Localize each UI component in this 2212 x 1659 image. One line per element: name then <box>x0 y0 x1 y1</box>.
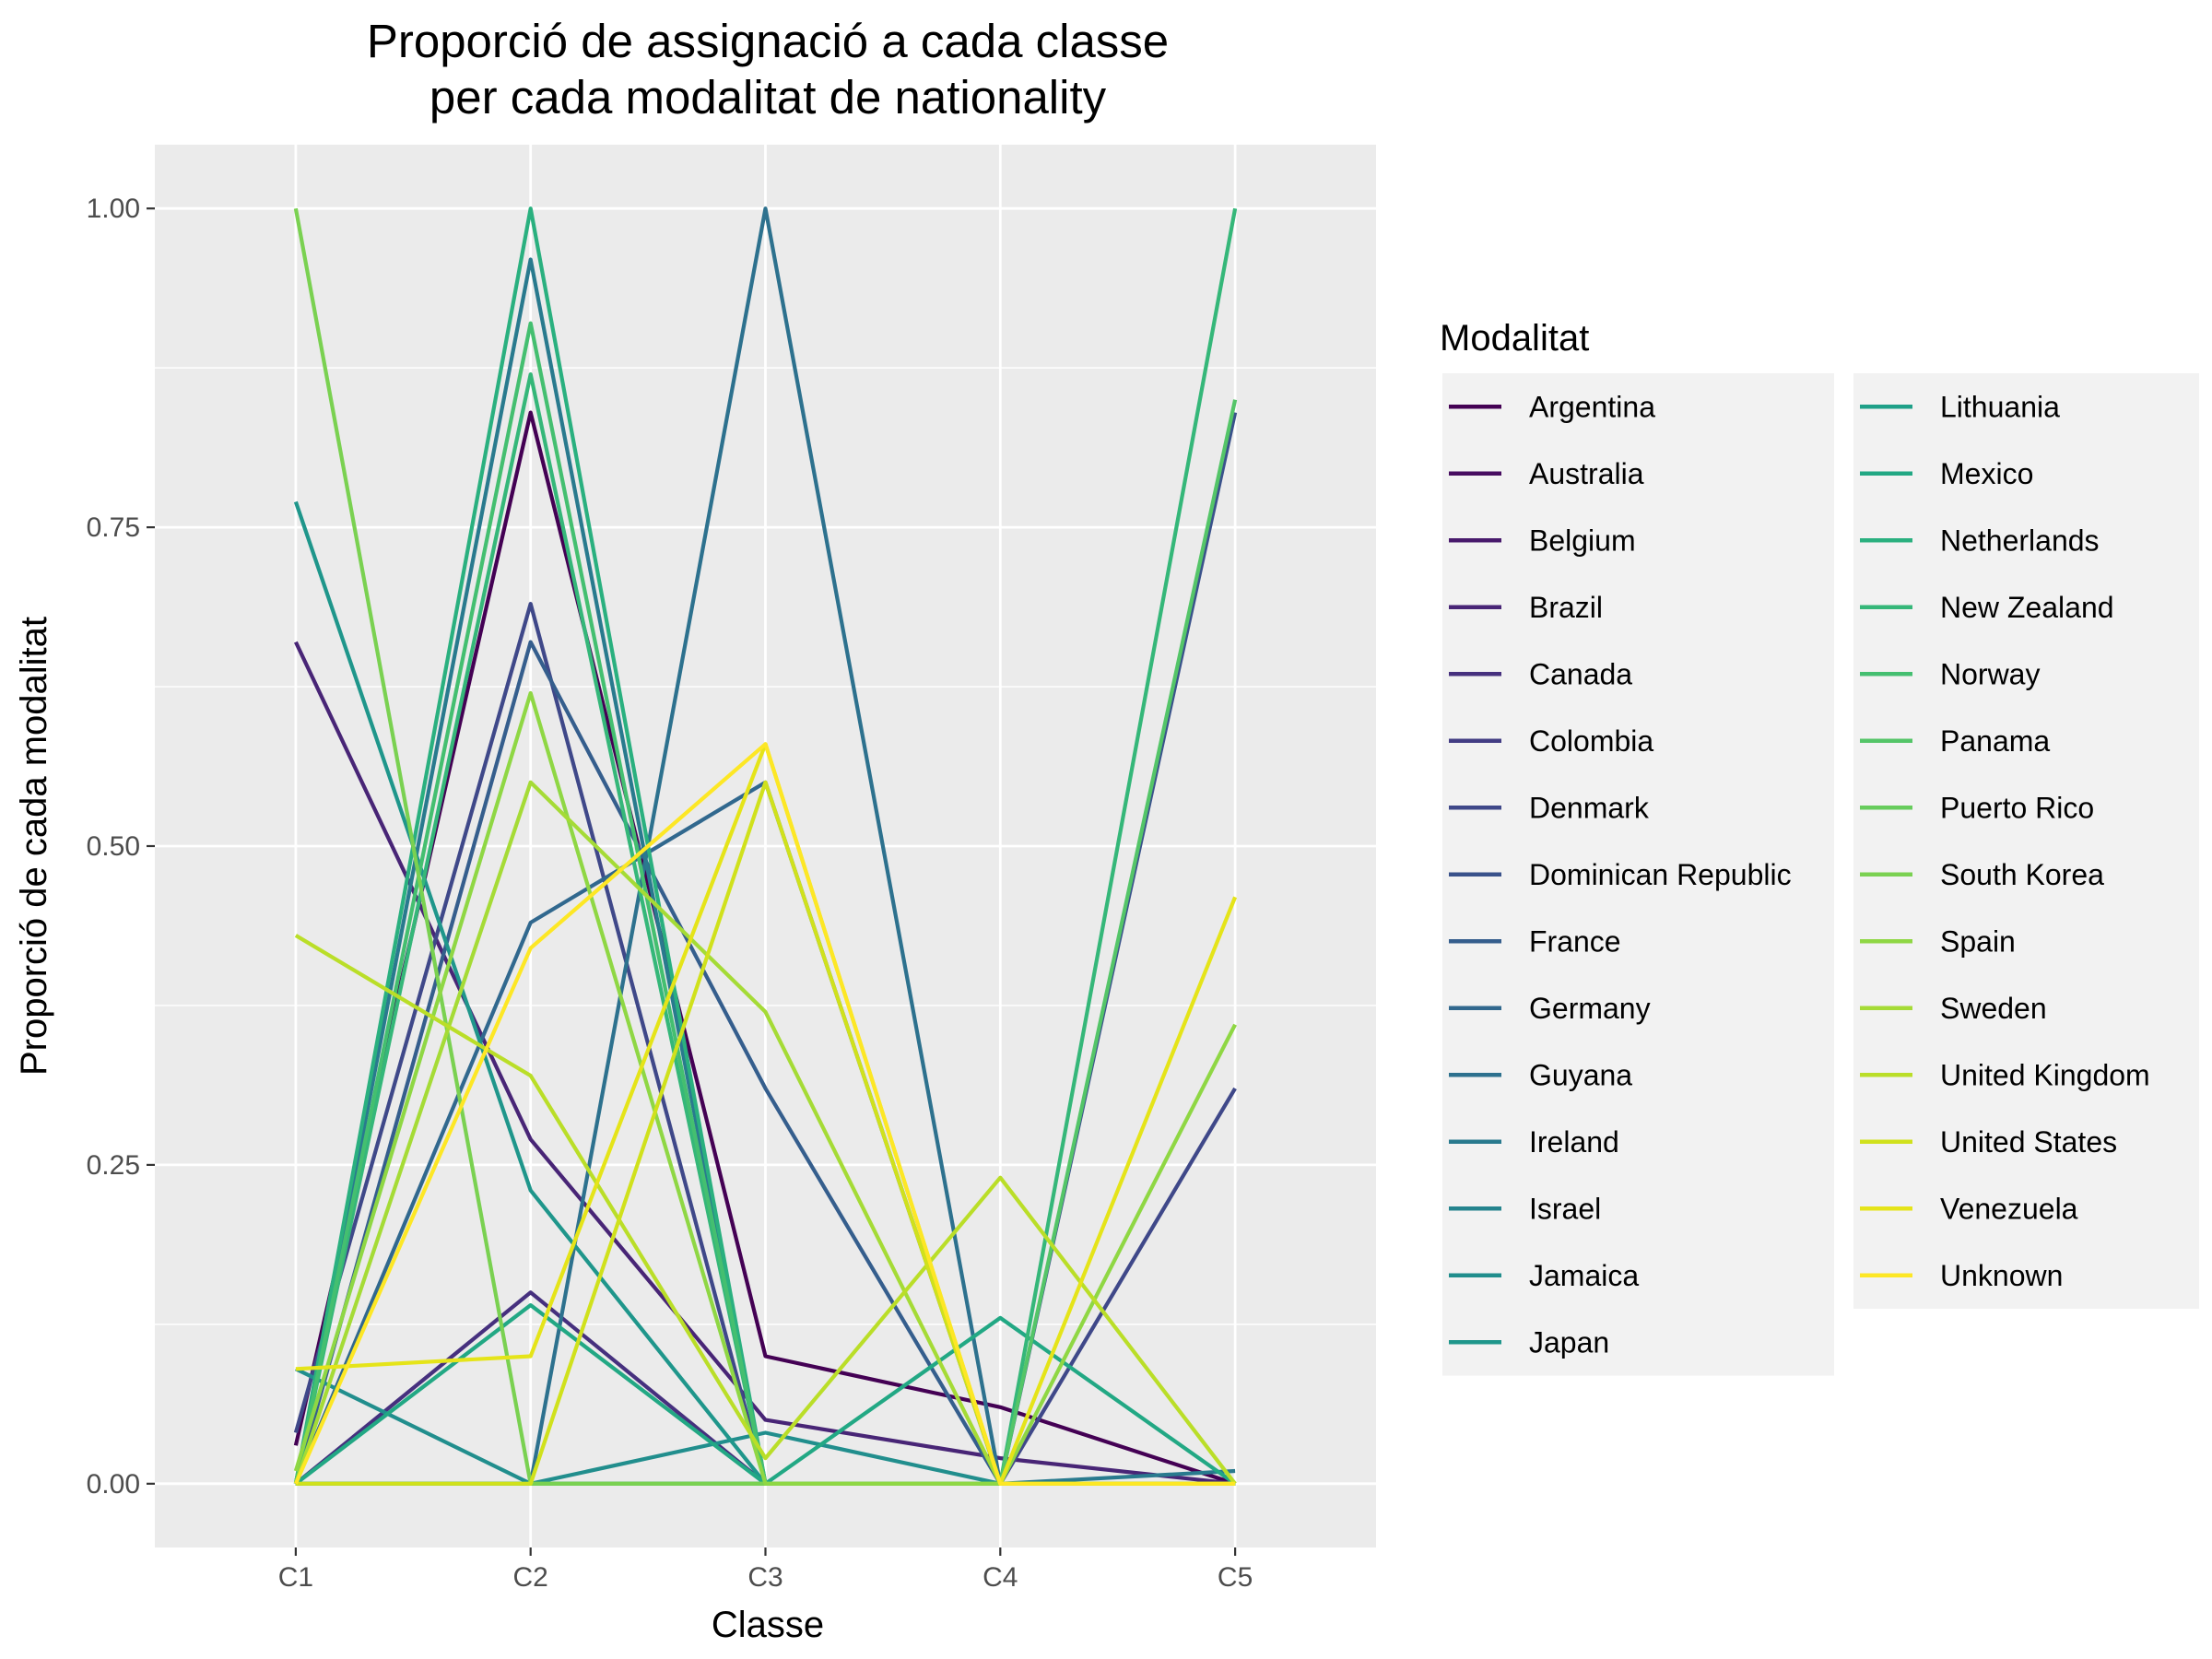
legend-label: Mexico <box>1940 457 2033 490</box>
y-tick-label: 0.75 <box>87 512 140 543</box>
y-tick-label: 1.00 <box>87 194 140 224</box>
y-axis: 0.00 0.25 0.50 0.75 1.00 <box>87 194 155 1500</box>
legend-label: Colombia <box>1529 724 1653 758</box>
legend-label: Lithuania <box>1940 390 2060 423</box>
x-tick-label: C1 <box>278 1562 313 1593</box>
legend-label: South Korea <box>1940 858 2104 891</box>
legend-label: Belgium <box>1529 524 1636 557</box>
series-line-united-kingdom <box>294 934 1237 1486</box>
series-line-argentina <box>293 410 1236 1486</box>
legend-label: Ireland <box>1529 1125 1619 1159</box>
legend-label: United Kingdom <box>1940 1058 2150 1091</box>
legend-label: Argentina <box>1529 390 1655 423</box>
legend-label: France <box>1529 924 1621 958</box>
x-axis-title: Classe <box>712 1605 824 1645</box>
legend-label: Israel <box>1529 1192 1601 1225</box>
chart-title-line-1: Proporció de assignació a cada classe <box>367 15 1169 67</box>
legend-label: United States <box>1940 1125 2117 1159</box>
x-tick-label: C5 <box>1218 1562 1253 1593</box>
legend-label: New Zealand <box>1940 591 2114 624</box>
legend: Modalitat Argentina Australia Belgium Brazi… <box>1440 318 2199 1376</box>
y-axis-title: Proporció de cada modalitat <box>14 617 54 1076</box>
legend-label: Venezuela <box>1940 1192 2078 1225</box>
y-tick-label: 0.50 <box>87 831 140 862</box>
legend-label: Dominican Republic <box>1529 858 1792 891</box>
legend-title: Modalitat <box>1440 318 1589 359</box>
y-tick-label: 0.00 <box>87 1469 140 1500</box>
x-axis: C1 C2 C3 C4 C5 <box>278 1547 1253 1593</box>
legend-label: Puerto Rico <box>1940 791 2094 824</box>
legend-label: Spain <box>1940 924 2016 958</box>
legend-label: Panama <box>1940 724 2050 758</box>
legend-label: Germany <box>1529 992 1651 1025</box>
x-tick-label: C2 <box>513 1562 548 1593</box>
y-tick-label: 0.25 <box>87 1150 140 1181</box>
legend-column-bg <box>1442 373 1834 1376</box>
legend-column-bg <box>1853 373 2199 1309</box>
legend-label: Netherlands <box>1940 524 2100 557</box>
series-line-spain <box>293 690 1237 1486</box>
series-line-brazil <box>294 641 1236 1486</box>
x-tick-label: C3 <box>747 1562 782 1593</box>
legend-label: Australia <box>1529 457 1644 490</box>
legend-label: Norway <box>1940 657 2040 690</box>
x-tick-label: C4 <box>982 1562 1018 1593</box>
series-line-unknown <box>293 742 1236 1486</box>
legend-label: Unknown <box>1940 1259 2063 1292</box>
legend-label: Denmark <box>1529 791 1650 824</box>
legend-label: Guyana <box>1529 1058 1632 1091</box>
chart-title-line-2: per cada modalitat de nationality <box>429 71 1107 124</box>
legend-label: Jamaica <box>1529 1259 1639 1292</box>
legend-label: Canada <box>1529 657 1632 690</box>
legend-label: Sweden <box>1940 992 2047 1025</box>
series-lines <box>293 206 1238 1486</box>
legend-label: Japan <box>1529 1325 1609 1359</box>
legend-label: Brazil <box>1529 591 1603 624</box>
